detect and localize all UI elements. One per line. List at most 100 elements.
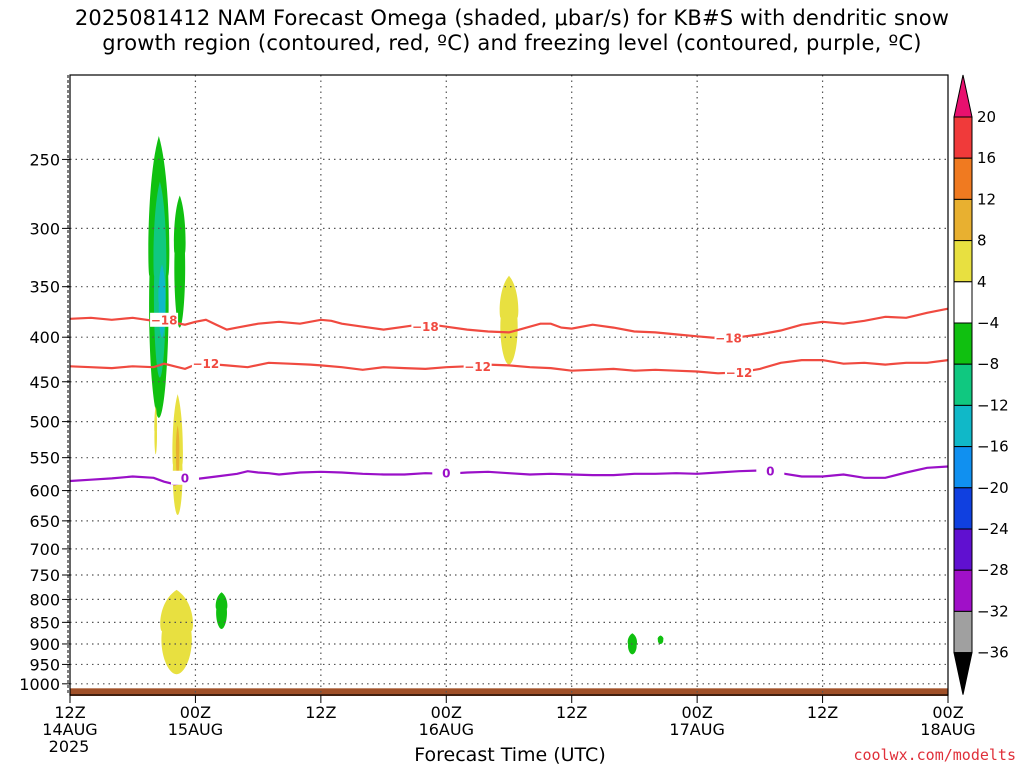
contour-label-bg <box>432 466 461 481</box>
colorbar-label: −32 <box>977 602 1009 620</box>
contour-label-bg <box>714 331 743 346</box>
y-tick-label-650: 650 <box>29 512 60 531</box>
credit-link[interactable]: coolwx.com/modelts <box>853 746 1016 764</box>
colorbar-swatch-5 <box>953 281 973 324</box>
x-tick-label-48-0: 12Z <box>556 703 587 722</box>
y-tick-label-800: 800 <box>29 590 60 609</box>
colorbar-swatch-3 <box>953 198 973 242</box>
colorbar-label: −36 <box>977 644 1009 662</box>
contour-label--18: −18 <box>151 313 178 327</box>
omega-region-7 <box>499 275 519 365</box>
colorbar-swatch-7 <box>953 363 973 406</box>
colorbar-label: 12 <box>977 190 996 208</box>
colorbar-swatch-11 <box>953 528 973 571</box>
contour-label-bg <box>191 356 220 371</box>
y-tick-group: 250 300 350 400 450 500 550 600 650 700 750 800 850 9… <box>19 150 70 694</box>
y-tick-label-450: 450 <box>29 373 60 392</box>
x-tick-label-60-0: 00Z <box>681 703 712 722</box>
contour-label-bg <box>463 359 492 374</box>
omega-region-9 <box>215 592 228 629</box>
y-tick-label-400: 400 <box>29 328 60 347</box>
contour-label--12: −12 <box>192 357 219 371</box>
grid-group <box>70 75 948 695</box>
colorbar-label: 4 <box>977 273 987 291</box>
contour-label-bg <box>170 470 199 485</box>
omega-shading-group <box>148 136 664 675</box>
x-tick-label-36-0: 00Z <box>431 703 462 722</box>
colorbar-label: −12 <box>977 396 1009 414</box>
chart-title-line-2: growth region (contoured, red, ºC) and f… <box>102 31 922 55</box>
x-axis-label: Forecast Time (UTC) <box>414 744 606 766</box>
contour-label-bg <box>756 464 785 479</box>
y-tick-label-1000: 1000 <box>19 675 60 694</box>
terrain-band <box>70 688 948 696</box>
contour-label--18: −18 <box>412 320 439 334</box>
chart-title-line-1: 2025081412 NAM Forecast Omega (shaded, μ… <box>74 6 950 30</box>
x-tick-label-12-1: 15AUG <box>168 720 223 739</box>
colorbar-bottom-triangle <box>953 652 973 695</box>
colorbar-label: −8 <box>977 355 999 373</box>
contour-label--12: −12 <box>464 360 491 374</box>
colorbar-label: −16 <box>977 438 1009 456</box>
y-tick-label-700: 700 <box>29 540 60 559</box>
y-tick-label-250: 250 <box>29 150 60 169</box>
colorbar-label: −28 <box>977 561 1009 579</box>
colorbar-swatch-9 <box>953 446 973 489</box>
colorbar-top-triangle <box>953 74 973 118</box>
y-tick-label-950: 950 <box>29 655 60 674</box>
x-tick-label-36-1: 16AUG <box>419 720 474 739</box>
colorbar-swatch-2 <box>953 157 973 200</box>
x-tick-label-0-1: 14AUG <box>42 720 97 739</box>
colorbar-swatch-10 <box>953 487 973 530</box>
colorbar: 20 16 12 8 4 −4 −8 −12 −16 −20 −24 −28 −32 −36 <box>953 74 1009 695</box>
contour-label-0: 0 <box>442 467 450 481</box>
colorbar-label: −20 <box>977 479 1009 497</box>
colorbar-swatch-8 <box>953 404 973 448</box>
omega-region-5 <box>175 425 180 478</box>
contour-label-bg <box>411 319 440 334</box>
colorbar-swatch-12 <box>953 569 973 612</box>
x-tick-label-12-0: 00Z <box>180 703 211 722</box>
colorbar-label: 20 <box>977 108 996 126</box>
x-tick-label-84-1: 18AUG <box>920 720 975 739</box>
colorbar-label: −24 <box>977 520 1009 538</box>
omega-region-1 <box>173 195 186 328</box>
colorbar-swatch-4 <box>953 240 973 283</box>
contour-label-0: 0 <box>766 465 774 479</box>
contour-label--18: −18 <box>715 332 742 346</box>
x-tick-label-0-0: 12Z <box>54 703 85 722</box>
plot-area <box>70 75 948 695</box>
contour-label--12: −12 <box>726 366 753 380</box>
y-tick-label-350: 350 <box>29 278 60 297</box>
contour-label-bg <box>724 365 753 380</box>
colorbar-label: 16 <box>977 149 996 167</box>
y-tick-label-300: 300 <box>29 219 60 238</box>
y-tick-label-500: 500 <box>29 413 60 432</box>
y-tick-label-900: 900 <box>29 635 60 654</box>
colorbar-swatch-6 <box>953 322 973 365</box>
omega-region-8 <box>160 589 193 675</box>
x-tick-label-0-2: 2025 <box>49 737 90 756</box>
x-tick-label-60-1: 17AUG <box>669 720 724 739</box>
x-tick-label-84-0: 00Z <box>932 703 963 722</box>
colorbar-swatch-1 <box>953 116 973 159</box>
contour-line--18 <box>69 307 949 340</box>
colorbar-label: −4 <box>977 314 999 332</box>
y-tick-label-550: 550 <box>29 449 60 468</box>
y-tick-label-600: 600 <box>29 482 60 501</box>
colorbar-swatch-13 <box>953 610 973 654</box>
y-tick-label-750: 750 <box>29 566 60 585</box>
omega-region-6 <box>154 406 158 455</box>
chart-title: 2025081412 NAM Forecast Omega (shaded, μ… <box>0 6 1024 56</box>
plot-frame <box>69 74 949 696</box>
contour-label-0: 0 <box>181 471 189 485</box>
contours-group: −18 −18 −18 −12 −12 −12 0 0 0 <box>69 307 949 486</box>
omega-region-11 <box>657 635 664 644</box>
y-tick-label-850: 850 <box>29 613 60 632</box>
x-tick-label-24-0: 12Z <box>305 703 336 722</box>
contour-label-bg <box>150 312 179 327</box>
x-tick-label-72-0: 12Z <box>807 703 838 722</box>
colorbar-label: 8 <box>977 232 987 250</box>
